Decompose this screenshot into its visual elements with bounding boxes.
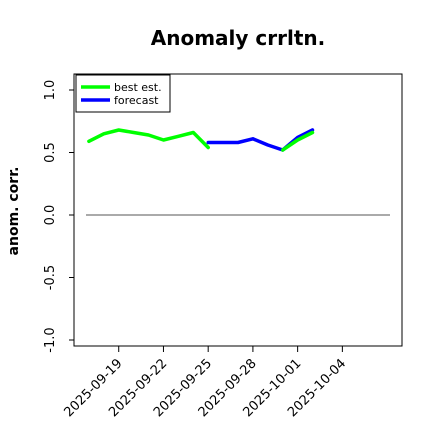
y-axis-label: anom. corr. xyxy=(6,167,22,256)
y-tick-label: -0.5 xyxy=(43,265,58,290)
series-line-0 xyxy=(87,128,210,150)
y-tick-label: 0.5 xyxy=(43,142,58,163)
plot-frame xyxy=(73,73,403,347)
y-tick-label: -1.0 xyxy=(43,327,58,352)
series-layer xyxy=(87,128,315,152)
x-axis: 2025-09-192025-09-222025-09-252025-09-28… xyxy=(62,346,349,420)
y-axis: -1.0 -0.5 0.0 0.5 1.0 xyxy=(43,80,74,353)
legend-label-forecast: forecast xyxy=(114,94,159,107)
series-line-2 xyxy=(280,130,315,152)
legend: best est. forecast xyxy=(75,74,171,113)
y-tick-label: 1.0 xyxy=(43,80,58,101)
y-tick-label: 0.0 xyxy=(43,205,58,226)
legend-box xyxy=(75,74,171,113)
legend-label-best-est: best est. xyxy=(114,81,162,94)
chart-title: Anomaly crrltn. xyxy=(151,26,325,50)
